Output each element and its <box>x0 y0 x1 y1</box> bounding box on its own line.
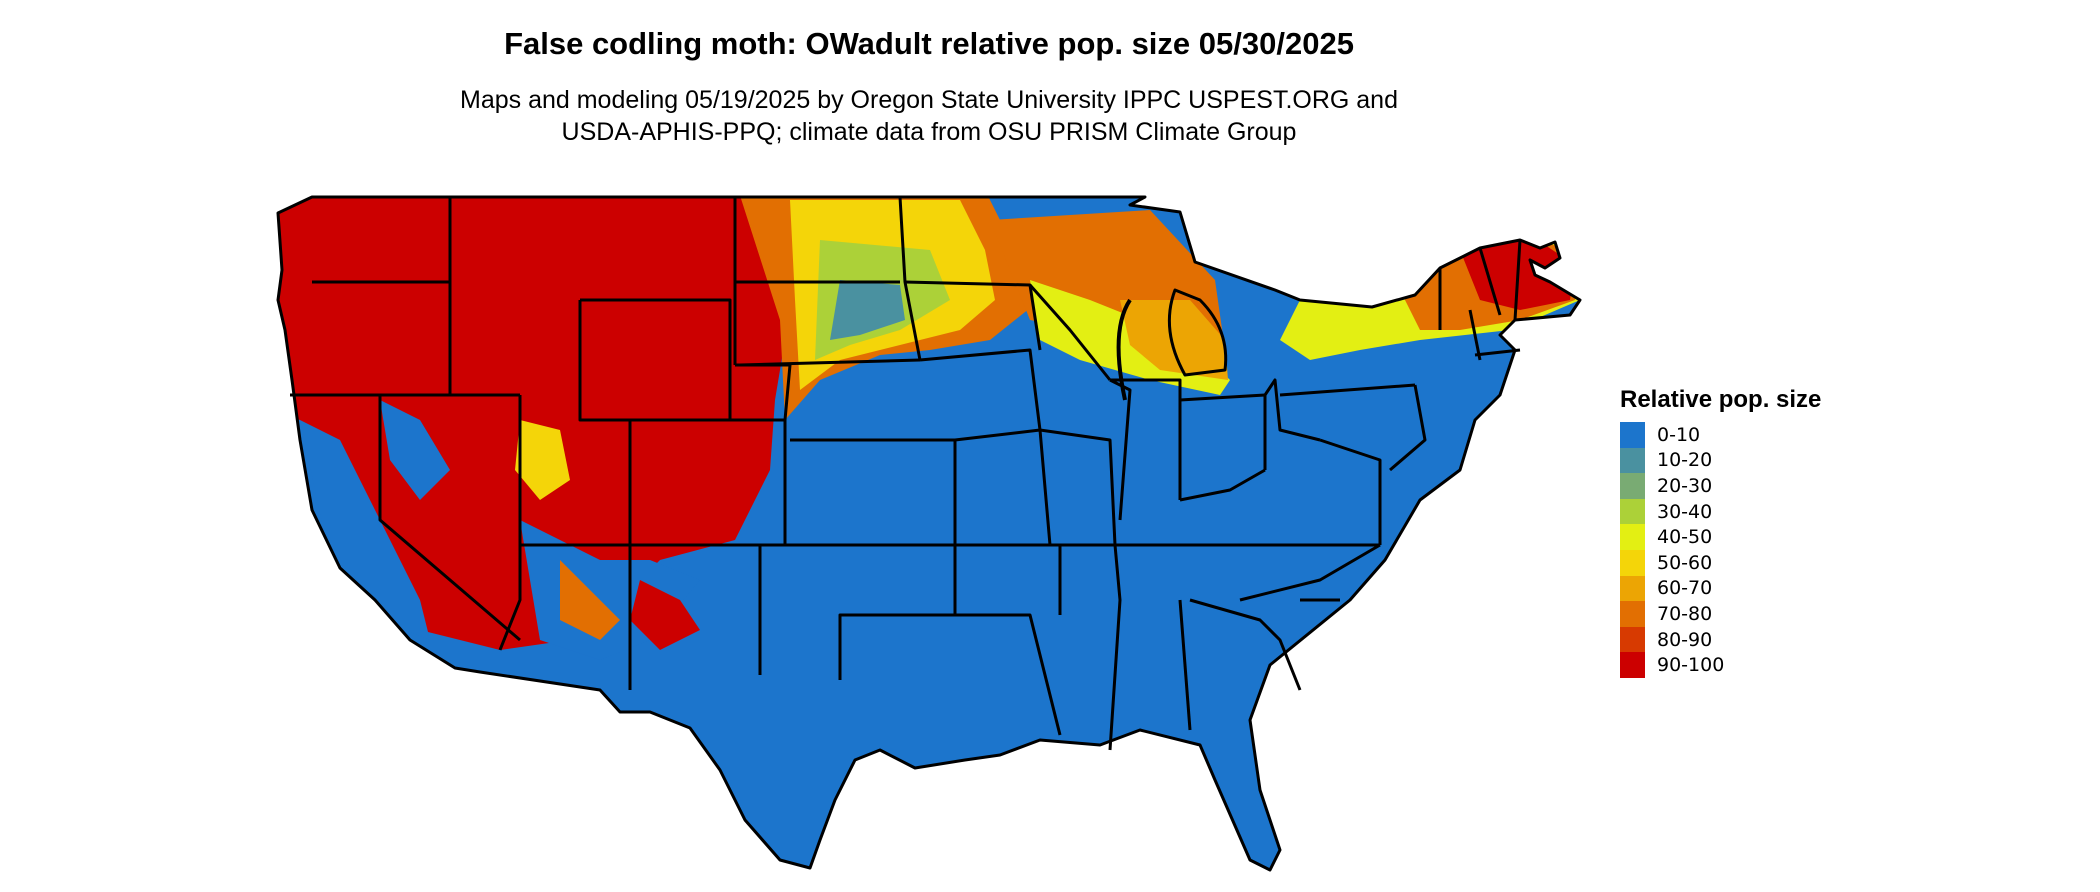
legend-label: 90-100 <box>1657 654 1725 677</box>
legend-item: 90-100 <box>1620 652 1821 678</box>
map-subtitle: Maps and modeling 05/19/2025 by Oregon S… <box>0 84 1858 148</box>
legend-label: 80-90 <box>1657 628 1713 651</box>
map-title: False codling moth: OWadult relative pop… <box>504 26 1354 61</box>
legend-swatch <box>1620 575 1645 602</box>
legend-swatch <box>1620 473 1645 499</box>
legend-item: 80-90 <box>1620 626 1821 653</box>
legend-label: 20-30 <box>1657 474 1713 497</box>
legend-item: 40-50 <box>1620 524 1821 550</box>
legend-item: 10-20 <box>1620 447 1821 474</box>
legend-title: Relative pop. size <box>1620 386 1822 413</box>
us-map <box>276 195 1582 872</box>
legend-item: 60-70 <box>1620 575 1821 602</box>
legend-item: 0-10 <box>1620 422 1821 448</box>
legend-item: 20-30 <box>1620 473 1821 499</box>
legend-swatch <box>1620 498 1645 525</box>
legend-swatch <box>1620 447 1645 474</box>
legend-item: 50-60 <box>1620 549 1821 576</box>
legend-label: 10-20 <box>1657 449 1713 472</box>
state-boundaries <box>276 195 1582 872</box>
legend-label: 60-70 <box>1657 577 1713 600</box>
legend-swatch <box>1620 524 1645 550</box>
legend-label: 0-10 <box>1657 423 1701 446</box>
legend-label: 30-40 <box>1657 500 1713 523</box>
legend: Relative pop. size 0-10 10-20 20-30 30-40 40… <box>1620 386 1821 678</box>
legend-label: 50-60 <box>1657 551 1713 574</box>
legend-swatch <box>1620 652 1645 678</box>
legend-swatch <box>1620 549 1645 576</box>
legend-items: 0-10 10-20 20-30 30-40 40-50 50-60 60-70 70-80 8… <box>1620 422 1821 678</box>
legend-swatch <box>1620 422 1645 448</box>
subtitle-line-2: USDA-APHIS-PPQ; climate data from OSU PR… <box>561 118 1297 146</box>
legend-item: 70-80 <box>1620 601 1821 627</box>
legend-label: 40-50 <box>1657 526 1713 549</box>
legend-swatch <box>1620 626 1645 653</box>
legend-label: 70-80 <box>1657 602 1713 625</box>
heatmap-field <box>278 197 1580 870</box>
subtitle-line-1: Maps and modeling 05/19/2025 by Oregon S… <box>460 86 1398 114</box>
legend-swatch <box>1620 601 1645 627</box>
legend-item: 30-40 <box>1620 498 1821 525</box>
